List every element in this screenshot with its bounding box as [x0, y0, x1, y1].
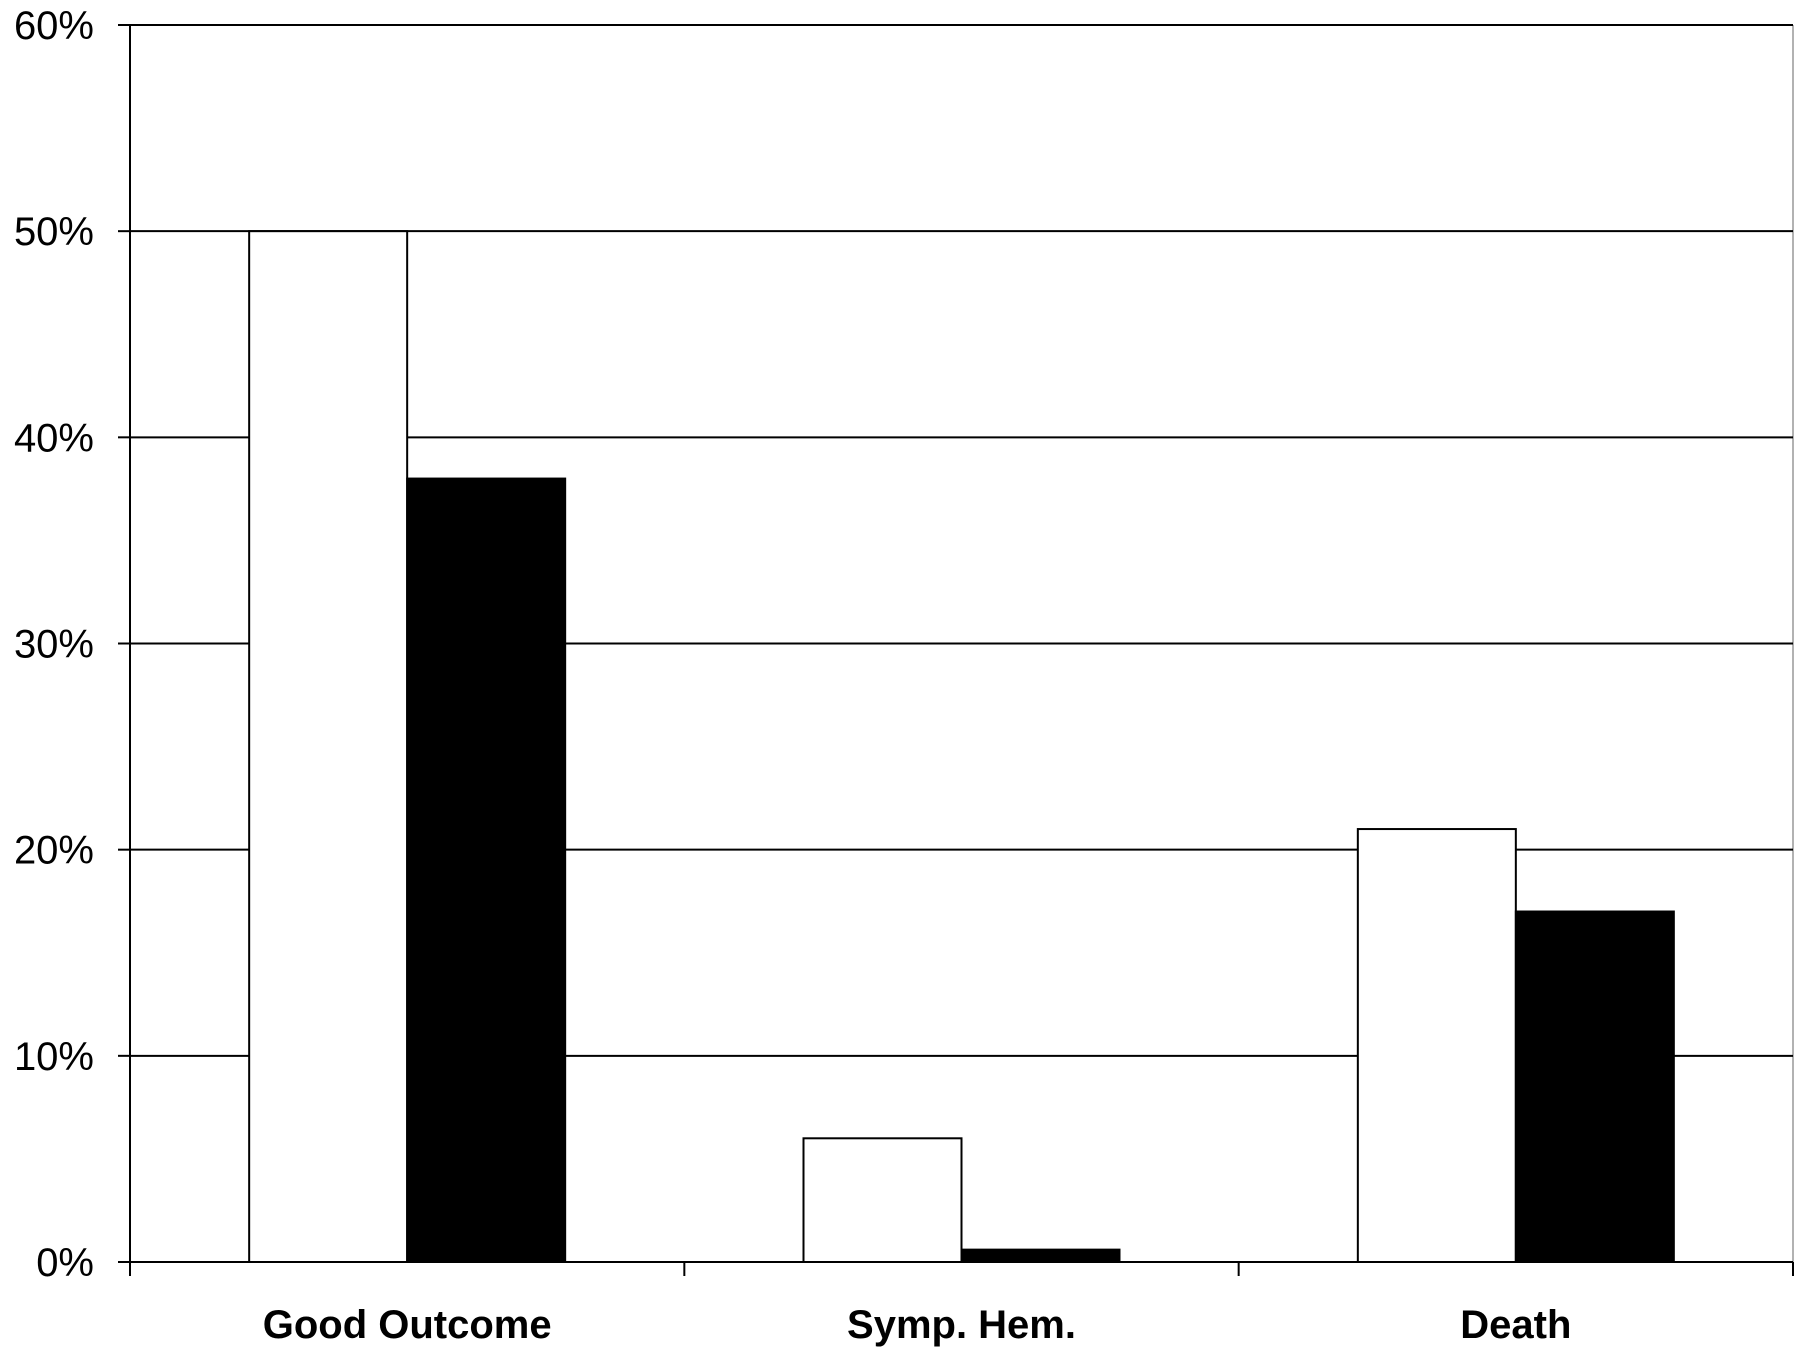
bar [802, 1137, 963, 1264]
y-tick-label: 0% [36, 1241, 94, 1285]
y-tick-label: 30% [14, 623, 94, 667]
x-category-label: Death [1460, 1303, 1571, 1347]
y-tick-label: 40% [14, 416, 94, 460]
bar [248, 230, 409, 1264]
bar [960, 1248, 1121, 1264]
x-category-label: Symp. Hem. [847, 1303, 1076, 1347]
bar [1356, 828, 1517, 1263]
labels: 0% 10% 20% 30% 40% 50% 60% Good Outcome Symp. He… [14, 4, 1571, 1347]
y-tick-label: 50% [14, 210, 94, 254]
x-category-label: Good Outcome [263, 1303, 552, 1347]
bars [248, 230, 1675, 1264]
bar [406, 477, 567, 1264]
y-tick-label: 60% [14, 4, 94, 48]
axes [118, 24, 1794, 1276]
bar [1514, 910, 1675, 1263]
y-tick-label: 10% [14, 1035, 94, 1079]
y-tick-label: 20% [14, 829, 94, 873]
